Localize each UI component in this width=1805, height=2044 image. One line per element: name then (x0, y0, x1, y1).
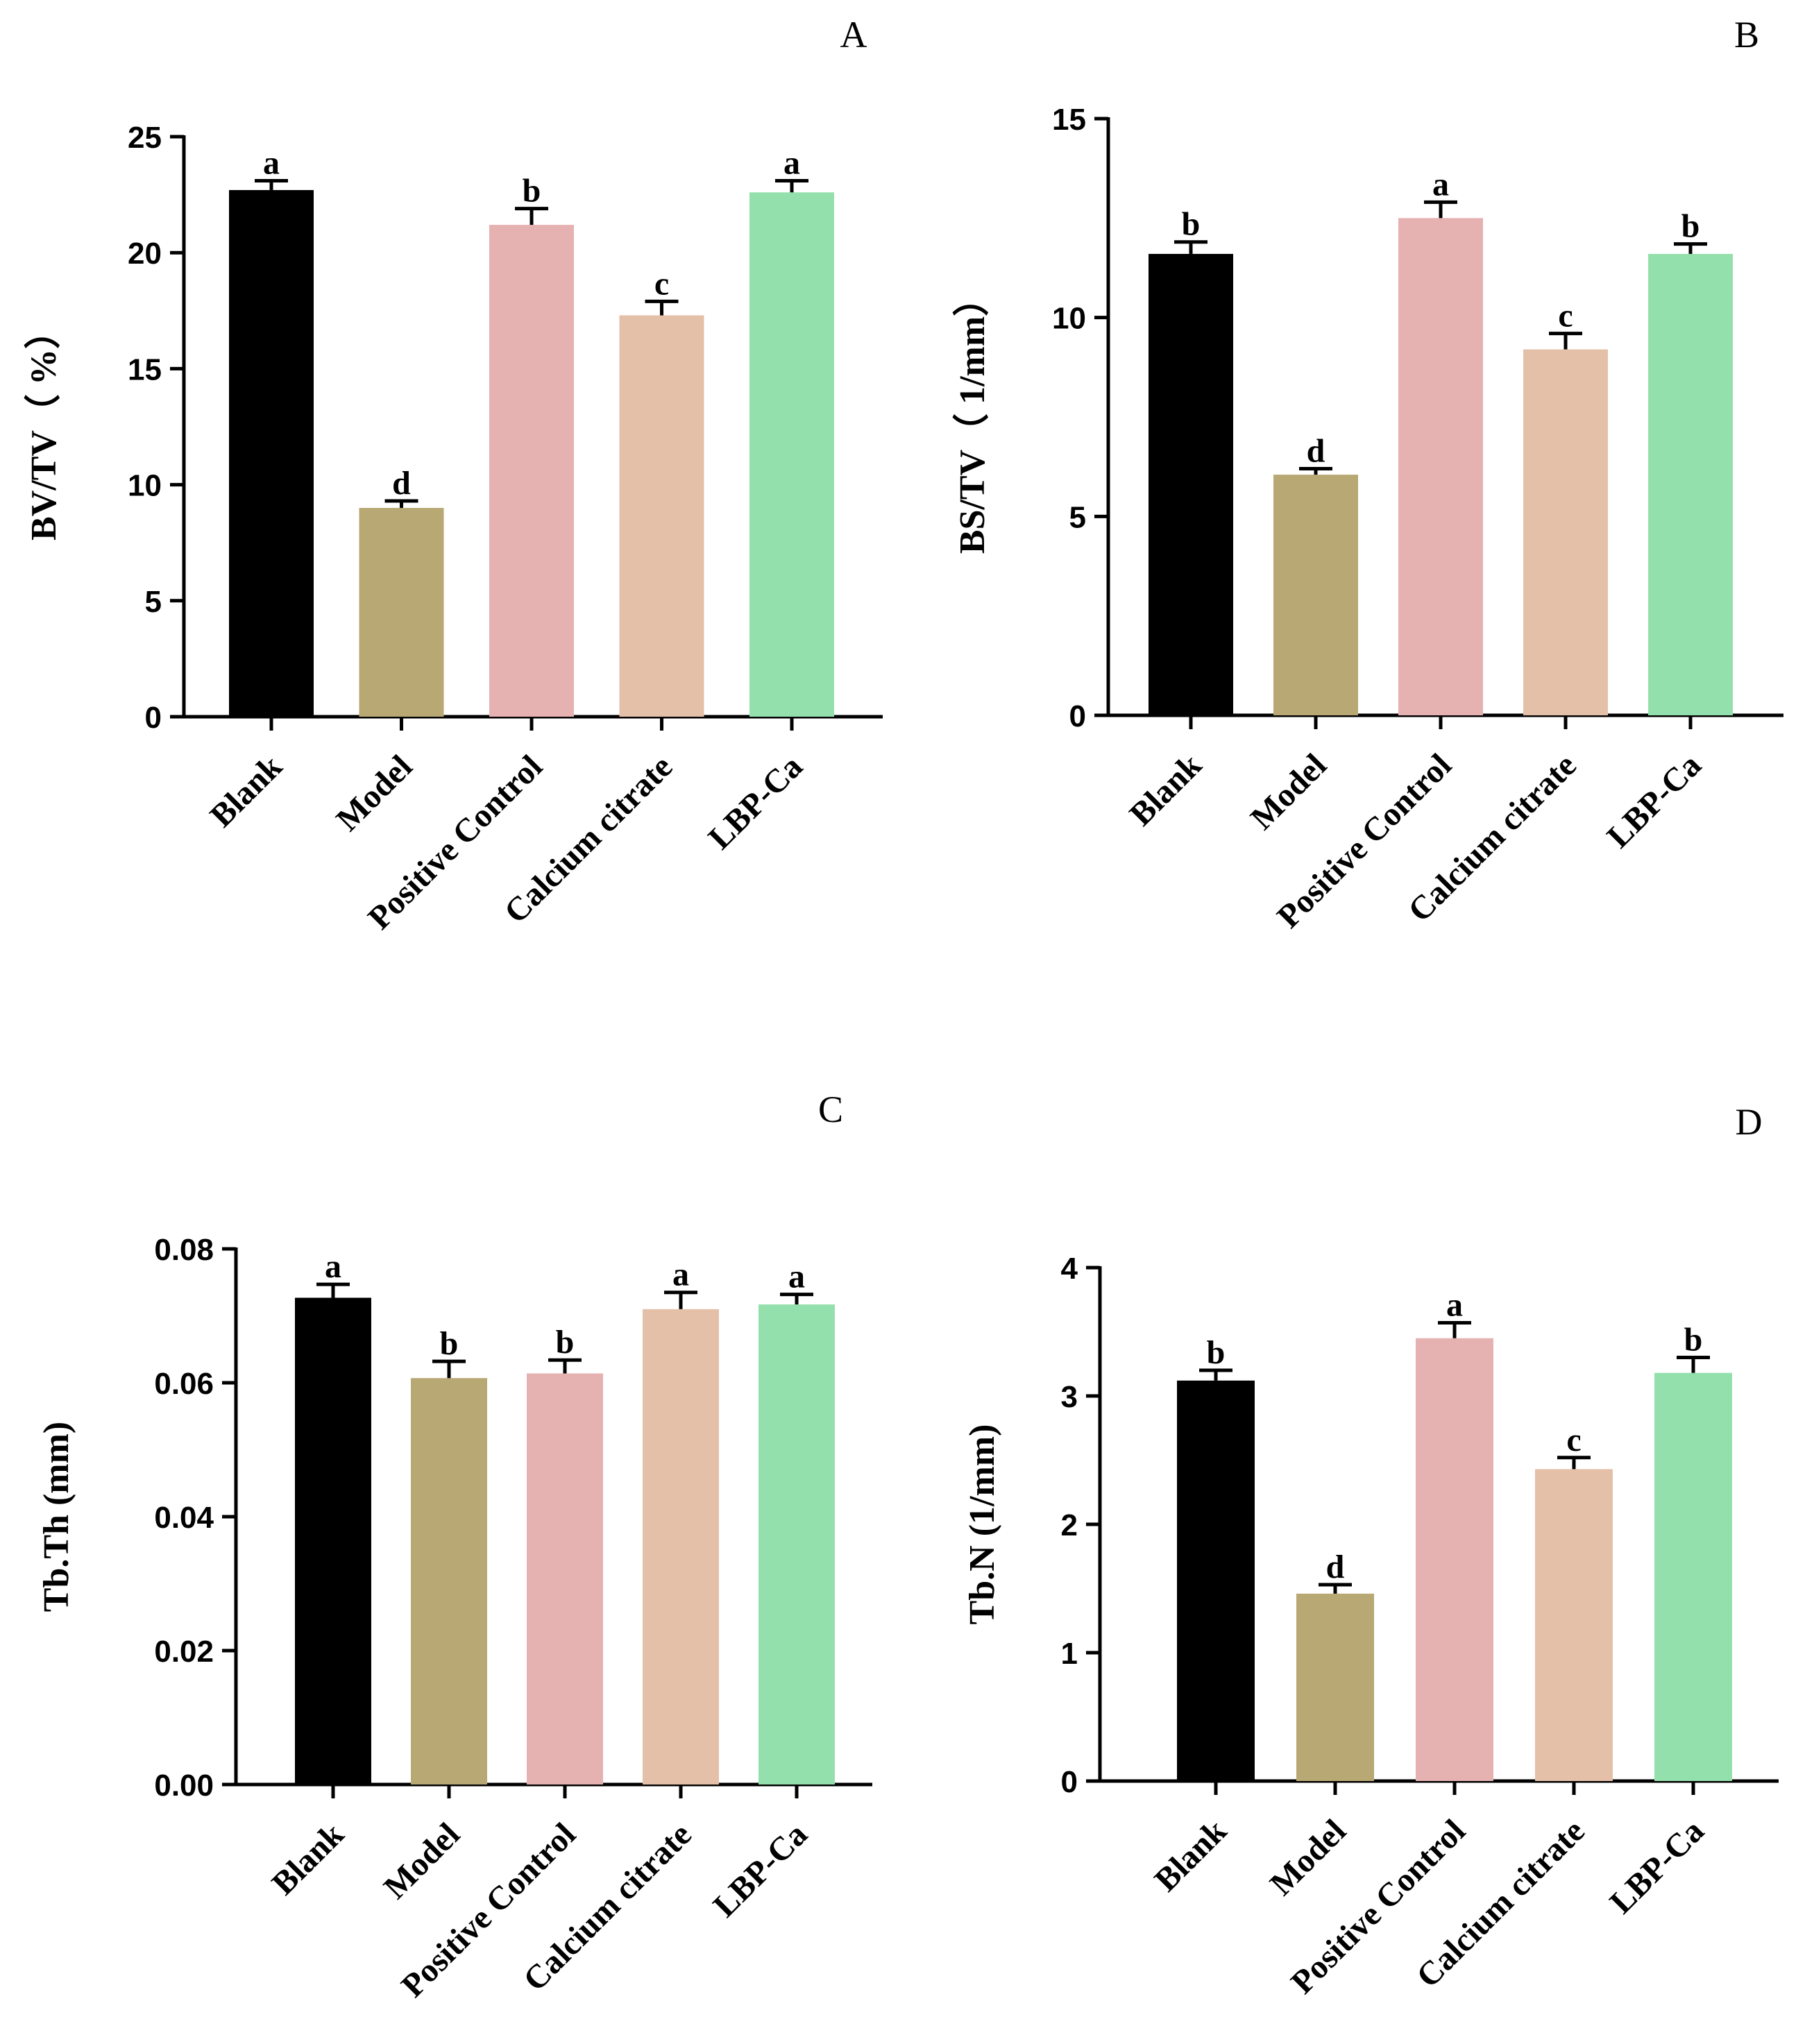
y-tick-label: 0.00 (154, 1769, 214, 1803)
significance-label: b (1207, 1334, 1226, 1371)
bar-blank (295, 1297, 371, 1785)
chart-panel-c: C 0.00 0.02 0.04 0.06 0.08 Tb.Th (mm) a Blank b Mo… (37, 1089, 872, 2004)
bar-blank (229, 189, 314, 717)
panel-label: B (1734, 14, 1759, 56)
x-tick-label: Blank (203, 748, 289, 834)
y-tick-label: 0.02 (154, 1635, 214, 1669)
significance-label: d (1326, 1549, 1345, 1585)
bar-calcium-citrate (1535, 1469, 1613, 1781)
bar-positive-control (527, 1373, 603, 1785)
bar-lbp-ca (759, 1304, 835, 1785)
y-axis-label: Tb.Th (mm) (37, 1422, 76, 1612)
y-tick-label: 0 (145, 701, 162, 735)
bar-lbp-ca (1648, 253, 1733, 715)
significance-label: b (556, 1324, 575, 1361)
y-axis-label: BV/TV（ %） (24, 313, 64, 540)
significance-label: a (325, 1248, 341, 1285)
significance-label: a (263, 145, 280, 182)
y-tick-label: 0.04 (154, 1501, 214, 1535)
x-tick-label: Model (329, 748, 419, 838)
x-tick-label: Model (377, 1816, 467, 1906)
bar-model (359, 508, 444, 717)
bar-blank (1177, 1380, 1255, 1781)
significance-label: a (783, 145, 800, 182)
significance-label: a (1432, 166, 1449, 203)
x-tick-label: LBP-Ca (1600, 747, 1709, 855)
y-tick-label: 2 (1061, 1508, 1078, 1542)
y-axis-label: Tb.N (1/mm) (963, 1424, 1002, 1625)
panel-label: C (818, 1089, 843, 1130)
significance-label: c (1558, 298, 1573, 334)
y-tick-label: 5 (145, 585, 162, 619)
significance-label: d (392, 465, 411, 502)
significance-label: c (654, 265, 669, 302)
significance-label: b (523, 173, 541, 210)
y-tick-label: 20 (128, 237, 162, 271)
y-tick-label: 15 (128, 352, 162, 386)
y-tick-label: 15 (1052, 103, 1086, 137)
bar-positive-control (1398, 218, 1483, 715)
bar-positive-control (489, 225, 574, 717)
y-tick-label: 4 (1061, 1252, 1078, 1286)
bar-calcium-citrate (643, 1309, 719, 1785)
significance-label: b (1684, 1322, 1703, 1359)
y-tick-label: 1 (1061, 1637, 1078, 1671)
bar-lbp-ca (749, 192, 834, 717)
bar-model (1273, 475, 1358, 715)
y-tick-label: 0.06 (154, 1367, 214, 1401)
x-tick-label: Model (1244, 747, 1334, 837)
significance-label: a (1446, 1287, 1463, 1324)
significance-label: b (1182, 206, 1201, 243)
y-tick-label: 0.08 (154, 1233, 214, 1267)
x-tick-label: LBP-Ca (706, 1816, 815, 1924)
bar-lbp-ca (1654, 1372, 1732, 1781)
significance-label: b (440, 1325, 459, 1362)
bar-positive-control (1416, 1338, 1493, 1781)
bar-model (1296, 1593, 1374, 1781)
panel-label: D (1736, 1101, 1763, 1143)
y-tick-label: 10 (1052, 302, 1086, 336)
y-tick-label: 10 (128, 469, 162, 503)
bar-model (411, 1378, 487, 1785)
significance-label: d (1307, 433, 1325, 470)
significance-label: c (1566, 1422, 1581, 1458)
panel-label: A (840, 14, 867, 56)
x-tick-label: Blank (1148, 1812, 1234, 1898)
y-axis-label: BS/TV（ 1/mm） (952, 280, 992, 554)
y-tick-label: 0 (1061, 1765, 1078, 1799)
x-tick-label: Model (1263, 1812, 1353, 1902)
y-tick-label: 25 (128, 121, 162, 155)
x-tick-label: Blank (1123, 747, 1209, 833)
significance-label: a (672, 1257, 689, 1293)
significance-label: a (788, 1259, 805, 1295)
bar-blank (1149, 253, 1233, 715)
x-tick-label: LBP-Ca (702, 748, 810, 856)
y-tick-label: 3 (1061, 1380, 1078, 1414)
significance-label: b (1681, 208, 1700, 245)
y-tick-label: 0 (1069, 699, 1086, 733)
x-tick-label: LBP-Ca (1603, 1812, 1711, 1920)
y-tick-label: 5 (1069, 500, 1086, 534)
bar-calcium-citrate (619, 315, 704, 717)
bar-calcium-citrate (1523, 349, 1608, 715)
x-tick-label: Blank (265, 1816, 351, 1902)
